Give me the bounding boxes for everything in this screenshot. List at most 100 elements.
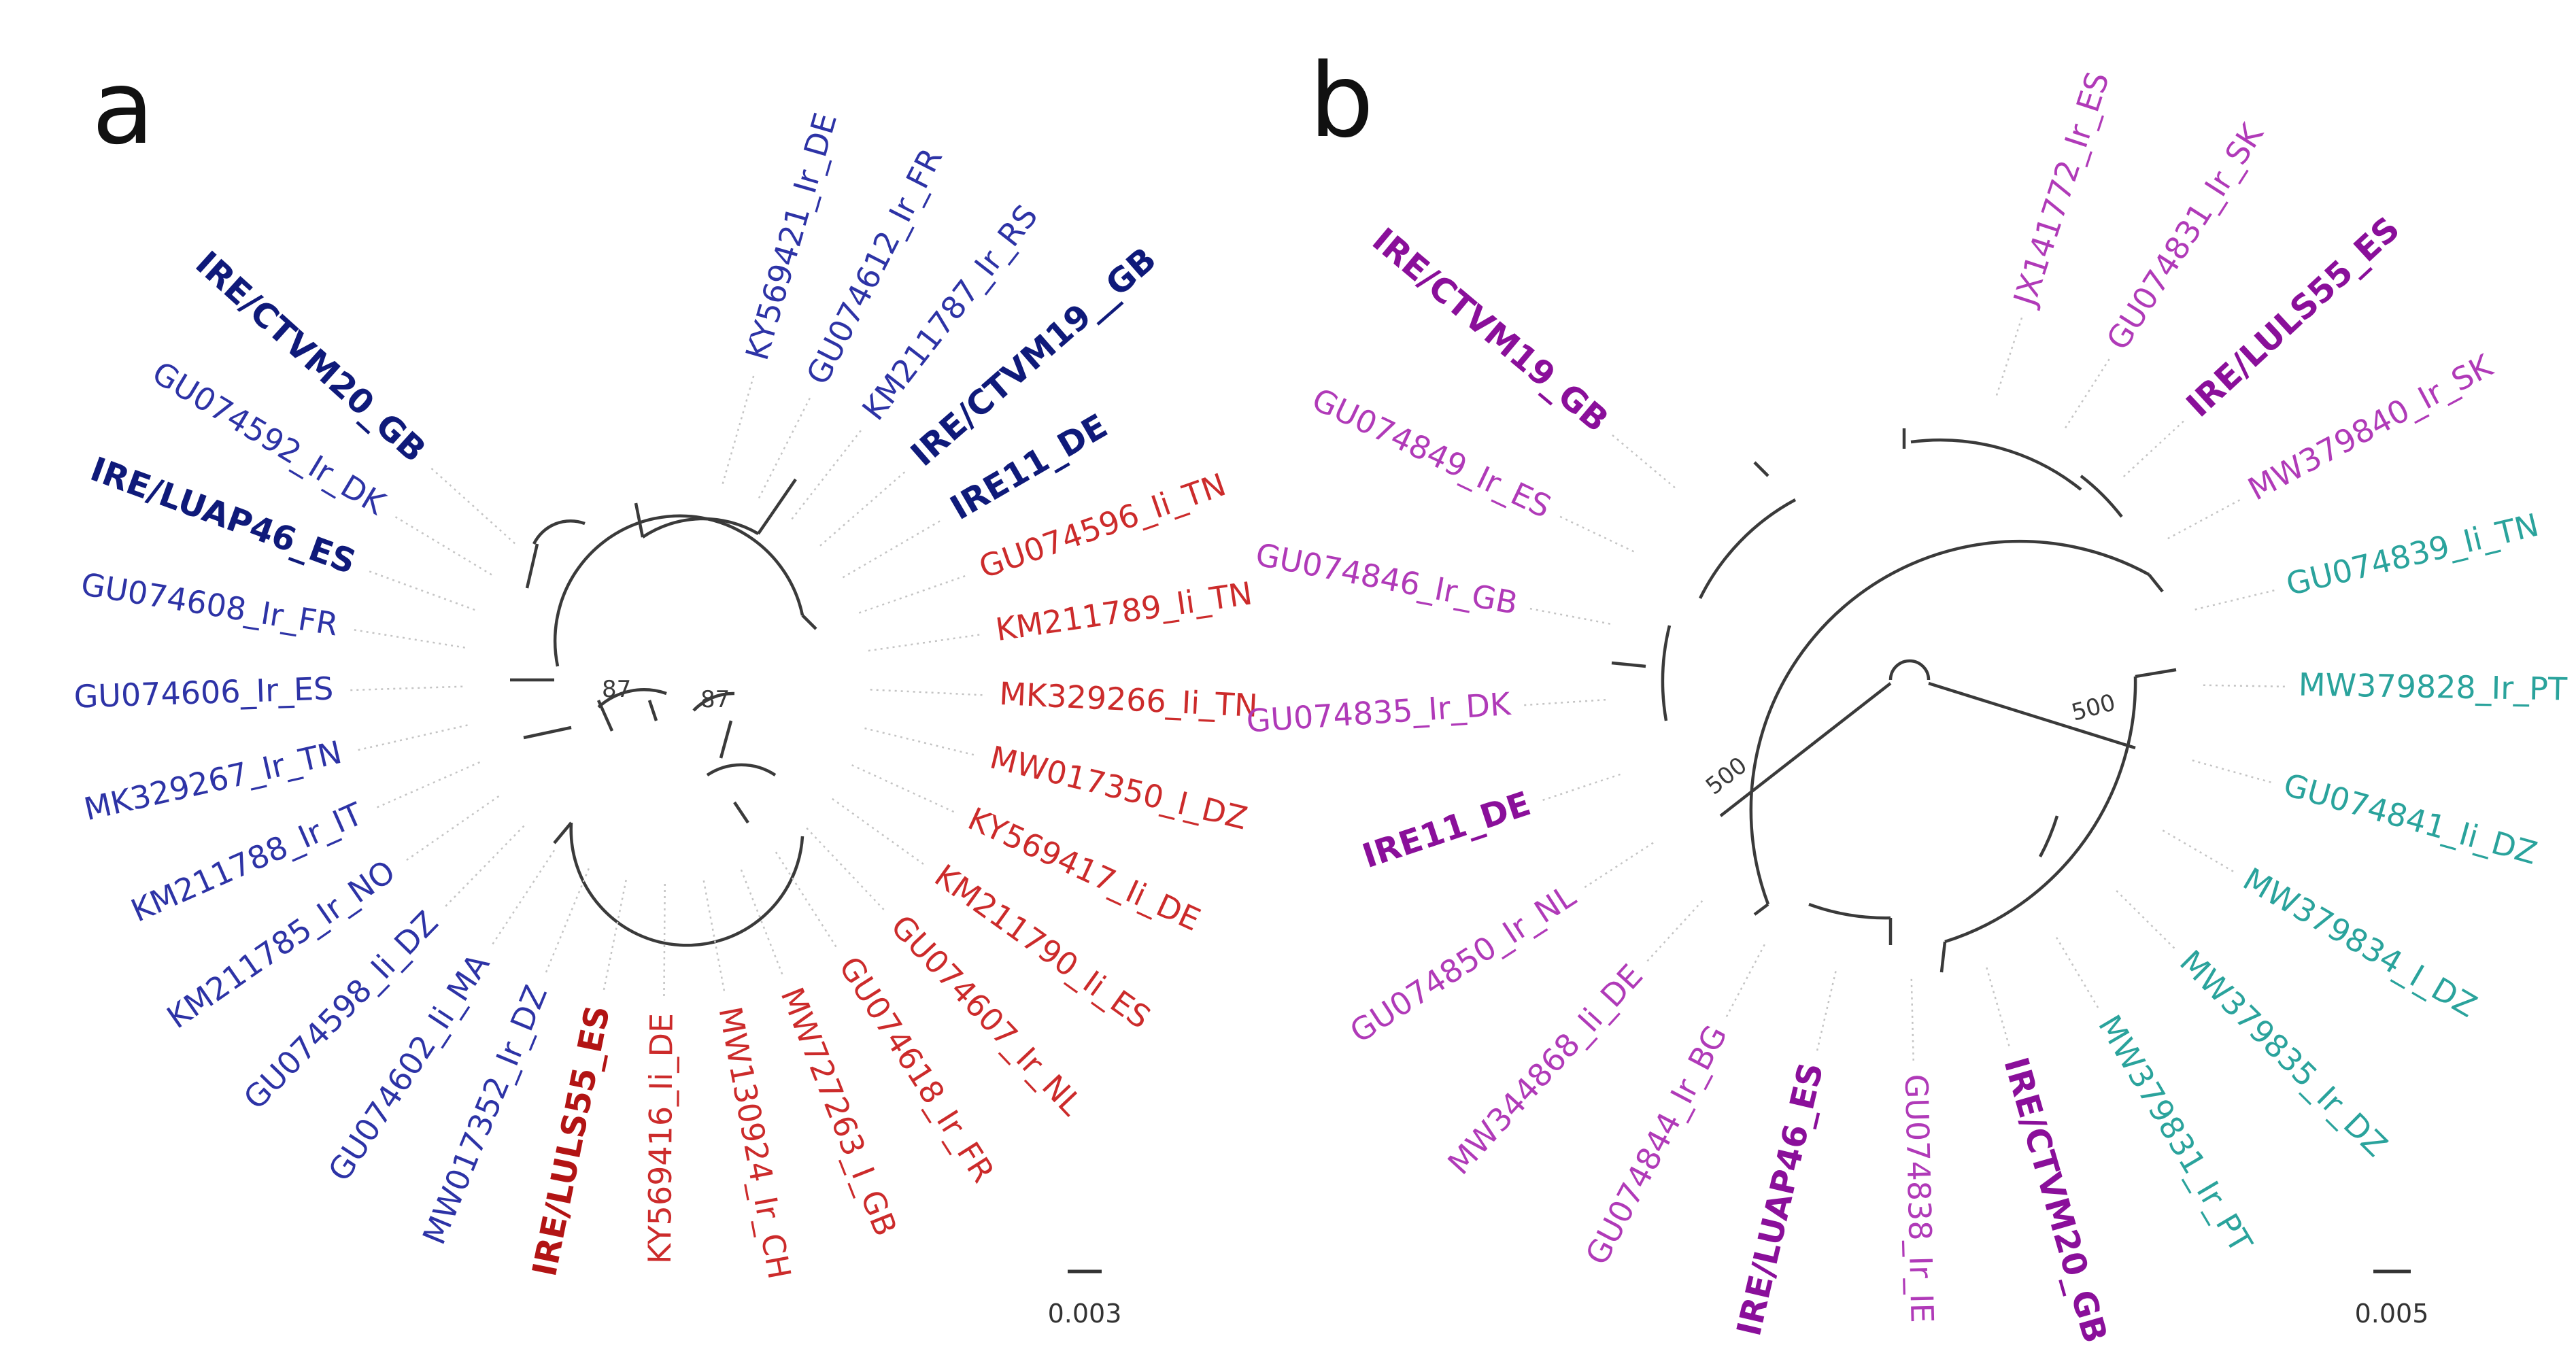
- leader-line: [2055, 937, 2099, 1008]
- panel-b-arc-ctvm20: [1808, 902, 1891, 920]
- panel-a-arc-ctvm: [641, 517, 760, 538]
- leaf-label: GU074849_Ir_ES: [1306, 381, 1557, 525]
- panel-a-arc-bottom: [569, 822, 804, 947]
- leaf-label: GU074831_Ir_SK: [2099, 116, 2271, 356]
- leaf-label: GU074846_Ir_GB: [1253, 536, 1521, 621]
- leaf-label: GU074841_Ii_DZ: [2280, 766, 2541, 872]
- leader-line: [775, 851, 839, 951]
- leader-line: [864, 727, 977, 757]
- panel-b-stub-tn: [2135, 668, 2177, 679]
- leaf-label: GU074839_Ii_TN: [2283, 507, 2543, 603]
- panel-b-stub-bg: [1753, 903, 1769, 916]
- leaf-label: KY569416_Ii_DE: [641, 1013, 680, 1264]
- leaf-label: MW379834_I_DZ: [2237, 860, 2483, 1024]
- panel-b-leader-lines: [1524, 318, 2285, 1061]
- panel-a-support-left: 87: [602, 676, 631, 703]
- panel-b-root-left: [1719, 682, 1892, 817]
- panel-a-branches: [510, 478, 817, 947]
- leaf-label: MW130924_Ir_CH: [711, 1004, 798, 1282]
- leader-line: [350, 628, 465, 649]
- leaf-label: IRE/CTVM20_GB: [1996, 1053, 2114, 1348]
- leader-line: [1646, 900, 1704, 962]
- leader-line: [392, 514, 492, 576]
- panel-a-stub-ctvm20: [634, 502, 645, 538]
- leader-line: [1542, 773, 1621, 801]
- panel-a-arc-luap: [532, 519, 586, 545]
- panel-a-leader-lines: [347, 372, 986, 1000]
- panel-a-stub-luap: [525, 543, 539, 589]
- leader-line: [428, 465, 515, 545]
- panel-a-stub-red2: [733, 801, 749, 824]
- panel-a-support-right: 87: [700, 686, 730, 713]
- leader-line: [806, 827, 887, 913]
- panel-b-arc-ire11: [1661, 625, 1672, 721]
- leaf-label: GU074835_Ir_DK: [1245, 685, 1513, 740]
- leaf-label: MK329266_Ii_TN: [998, 675, 1258, 724]
- panel-b-support-right: 500: [2069, 689, 2118, 726]
- leader-line: [858, 574, 969, 614]
- leaf-label: IRE/LULS55_ES: [525, 1002, 617, 1280]
- leader-line: [1995, 318, 2023, 396]
- leader-line: [403, 795, 500, 863]
- leaf-label: IRE/CTVM20_GB: [188, 244, 433, 471]
- panel-b-stub-pt: [1939, 941, 1947, 973]
- leaf-label: MK329267_Ir_TN: [81, 734, 345, 827]
- panel-a-stub-red: [719, 720, 733, 759]
- panel-b-root-loop: [1888, 659, 1931, 681]
- leaf-label: KM211789_Ii_TN: [994, 575, 1255, 648]
- panel-a-tree: a 87 87 KY5: [73, 49, 1259, 1329]
- panel-b-tree: b 500: [1245, 42, 2568, 1347]
- leader-line: [758, 394, 813, 499]
- leader-line: [1559, 515, 1635, 553]
- leader-line: [2162, 830, 2234, 872]
- leaf-label: IRE11_DE: [1358, 784, 1536, 876]
- leader-line: [2167, 499, 2241, 540]
- leader-line: [543, 868, 590, 976]
- leader-line: [832, 798, 927, 867]
- panel-b-arc-gb: [1698, 498, 1797, 599]
- panel-a-scale-label: 0.003: [1048, 1299, 1122, 1329]
- leaf-label: GU074608_Ir_FR: [78, 566, 341, 643]
- leader-line: [740, 869, 785, 978]
- leader-line: [602, 879, 627, 993]
- panel-a-arc-inner-right: [692, 691, 735, 712]
- panel-a-stub-ctvm19: [757, 478, 797, 535]
- panel-a-letter: a: [92, 49, 154, 167]
- panel-b-scale-label: 0.005: [2355, 1299, 2429, 1329]
- leaf-label: GU074606_Ir_ES: [73, 670, 334, 715]
- panel-a-arc-red-inner: [706, 763, 777, 776]
- leaf-label: GU074850_Ir_NL: [1343, 877, 1582, 1050]
- leaf-label: IRE/CTVM19_GB: [1365, 220, 1616, 439]
- panel-a-stub-luls: [553, 821, 573, 844]
- leader-line: [851, 764, 957, 815]
- leader-line: [870, 689, 986, 696]
- panel-b-branches: [1611, 428, 2177, 973]
- leader-line: [442, 825, 525, 910]
- leaf-label: MW379828_Ir_PT: [2298, 666, 2568, 708]
- leader-line: [2116, 890, 2175, 949]
- leader-line: [842, 518, 944, 579]
- panel-b-stub-gb: [1753, 461, 1769, 477]
- leader-line: [1584, 842, 1654, 889]
- panel-b-stub-sk: [2148, 573, 2164, 593]
- leader-line: [702, 880, 726, 995]
- panel-b-support-left: 500: [1701, 752, 1752, 800]
- leader-line: [366, 569, 475, 611]
- leaf-label: IRE/CTVM19__GB: [903, 240, 1164, 474]
- leader-line: [1612, 434, 1676, 489]
- panel-a-leaves: KY569421_Ir_DEGU074612_Ir_FRKM211787_Ir_…: [73, 109, 1259, 1282]
- leaf-label: GU074844_Ir_BG: [1578, 1019, 1735, 1271]
- leader-line: [1816, 971, 1837, 1051]
- panel-b-root-right: [1928, 681, 2136, 750]
- leader-line: [819, 469, 908, 547]
- leader-line: [2194, 589, 2275, 611]
- leader-line: [1725, 944, 1765, 1017]
- leaf-label: MW379831_Ir_PT: [2091, 1009, 2260, 1259]
- leaf-label: IRE/LUAP46_ES: [1729, 1059, 1831, 1340]
- panel-b-arc-luls: [2080, 475, 2123, 518]
- leader-line: [1986, 967, 2010, 1046]
- panel-a-stub-blue: [596, 700, 614, 732]
- leaf-label: MW379840_Ir_SK: [2242, 347, 2499, 508]
- panel-b-arc-teal: [1944, 676, 2137, 944]
